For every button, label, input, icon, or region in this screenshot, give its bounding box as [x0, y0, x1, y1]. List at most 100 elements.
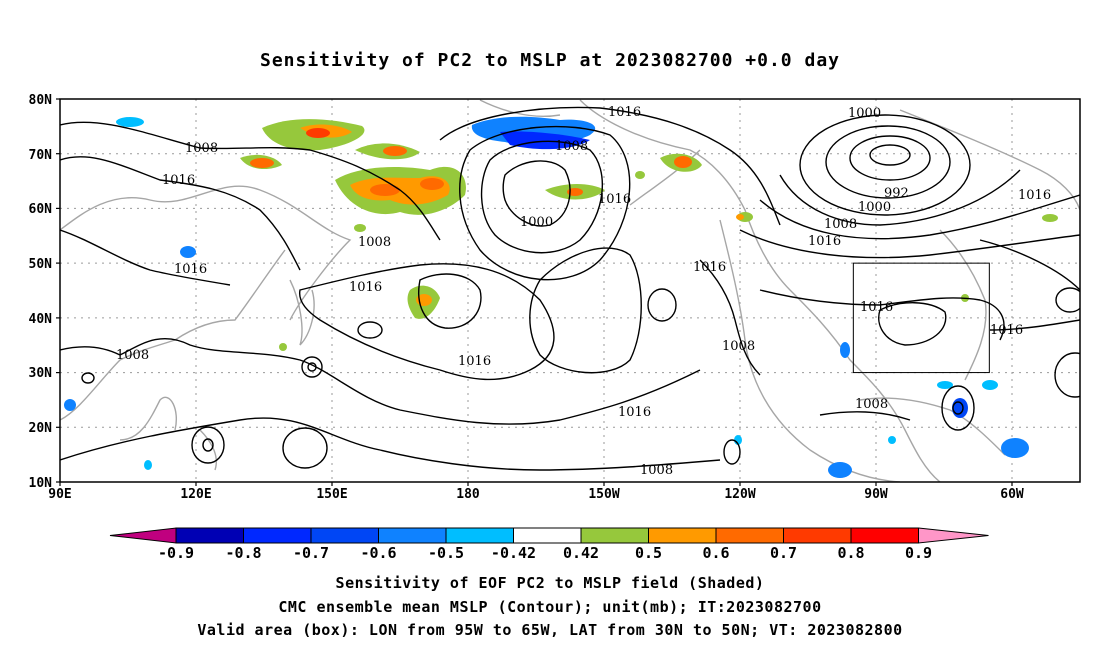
colorbar-swatch	[580, 527, 649, 544]
axis-ticks	[56, 98, 1013, 486]
colorbar-label: 0.42	[563, 544, 599, 562]
valid-area-box	[852, 262, 990, 374]
colorbar-label: 0.9	[905, 544, 932, 562]
colorbar-label: -0.9	[158, 544, 194, 562]
svg-text:1008: 1008	[722, 339, 755, 354]
colorbar-swatch	[783, 527, 852, 544]
lon-label: 120E	[180, 487, 211, 502]
svg-text:1008: 1008	[824, 217, 857, 232]
coastlines	[60, 99, 1080, 482]
shade-patch	[937, 381, 953, 389]
svg-text:1016: 1016	[162, 173, 195, 188]
lon-label: 180	[456, 487, 480, 502]
svg-text:992: 992	[884, 186, 909, 201]
mslp-contours	[60, 106, 1080, 471]
colorbar-label: -0.5	[428, 544, 464, 562]
shade-patch	[279, 343, 287, 351]
lon-label: 150E	[316, 487, 347, 502]
svg-text:1000: 1000	[858, 200, 891, 215]
colorbar-label: -0.8	[225, 544, 261, 562]
shade-patch	[370, 184, 400, 196]
svg-text:1008: 1008	[555, 139, 588, 154]
map-frame	[59, 98, 1081, 483]
map-title: Sensitivity of PC2 to MSLP at 2023082700…	[259, 50, 840, 71]
svg-text:1016: 1016	[349, 280, 382, 295]
shade-patch	[116, 117, 144, 127]
svg-text:1016: 1016	[693, 260, 726, 275]
colorbar-swatch	[378, 527, 447, 544]
shade-patch	[1001, 438, 1029, 458]
colorbar-swatch	[243, 527, 312, 544]
svg-text:1016: 1016	[174, 262, 207, 277]
colorbar-swatch	[715, 527, 784, 544]
colorbar-end-low	[109, 527, 177, 544]
colorbar-label: 0.6	[702, 544, 729, 562]
colorbar: -0.9 -0.8 -0.7 -0.6 -0.5 -0.42 0.42 0.5 0.6 0.7 0.…	[109, 527, 989, 562]
svg-text:1016: 1016	[808, 234, 841, 249]
svg-text:1016: 1016	[618, 405, 651, 420]
shade-patch	[567, 188, 583, 196]
shade-patch	[952, 398, 968, 418]
shade-patch	[306, 128, 330, 138]
lat-label: 50N	[29, 257, 53, 272]
shade-patch	[828, 462, 852, 478]
lon-label: 60W	[1000, 487, 1024, 502]
lon-label: 150W	[588, 487, 619, 502]
svg-text:1008: 1008	[358, 235, 391, 250]
svg-text:1008: 1008	[640, 463, 673, 478]
lat-label: 60N	[29, 202, 53, 217]
colorbar-label: 0.5	[635, 544, 662, 562]
shade-patch	[383, 146, 407, 156]
shade-patch	[144, 460, 152, 470]
svg-text:1016: 1016	[458, 354, 491, 369]
latitude-labels: 80N 70N 60N 50N 40N 30N 20N 10N	[29, 93, 53, 491]
lat-label: 30N	[29, 366, 53, 381]
colorbar-swatch	[175, 527, 244, 544]
lat-label: 80N	[29, 93, 53, 108]
sensitivity-shading	[64, 116, 1058, 478]
svg-text:1016: 1016	[990, 323, 1023, 338]
caption-line-2: CMC ensemble mean MSLP (Contour); unit(m…	[278, 598, 822, 616]
svg-text:1000: 1000	[848, 106, 881, 121]
lat-label: 10N	[29, 476, 53, 491]
colorbar-swatch	[445, 527, 514, 544]
shade-patch	[420, 178, 444, 190]
colorbar-swatch	[513, 527, 582, 544]
shade-patch	[635, 171, 645, 179]
colorbar-label: -0.6	[360, 544, 396, 562]
svg-text:1008: 1008	[116, 348, 149, 363]
shade-patch	[888, 436, 896, 444]
shade-patch	[840, 342, 850, 358]
caption-line-1: Sensitivity of EOF PC2 to MSLP field (Sh…	[335, 574, 765, 592]
lat-label: 40N	[29, 312, 53, 327]
svg-text:1016: 1016	[860, 300, 893, 315]
lat-label: 20N	[29, 421, 53, 436]
colorbar-swatch	[310, 527, 379, 544]
shade-patch	[180, 246, 196, 258]
shade-patch	[674, 156, 692, 168]
caption-line-3: Valid area (box): LON from 95W to 65W, L…	[197, 621, 903, 639]
svg-text:1008: 1008	[855, 397, 888, 412]
contour-labels: 1016 1008 1000 992 1000 1008 1016 1016 1…	[116, 105, 1051, 478]
longitude-labels: 90E 120E 150E 180 150W 120W 90W 60W	[48, 487, 1024, 502]
lon-label: 120W	[724, 487, 755, 502]
colorbar-label: 0.7	[770, 544, 797, 562]
svg-text:1016: 1016	[598, 192, 631, 207]
colorbar-label: 0.8	[837, 544, 864, 562]
colorbar-end-high	[918, 527, 989, 544]
colorbar-swatch	[850, 527, 919, 544]
colorbar-label: -0.7	[293, 544, 329, 562]
lon-label: 90W	[864, 487, 888, 502]
lat-label: 70N	[29, 148, 53, 163]
svg-text:1016: 1016	[1018, 188, 1051, 203]
svg-text:1008: 1008	[185, 141, 218, 156]
colorbar-label: -0.42	[491, 544, 536, 562]
svg-text:1000: 1000	[520, 215, 553, 230]
svg-text:1016: 1016	[608, 105, 641, 120]
shade-patch	[1042, 214, 1058, 222]
shade-patch	[64, 399, 76, 411]
shade-patch	[982, 380, 998, 390]
shade-patch	[250, 158, 274, 168]
lon-label: 90E	[48, 487, 71, 502]
